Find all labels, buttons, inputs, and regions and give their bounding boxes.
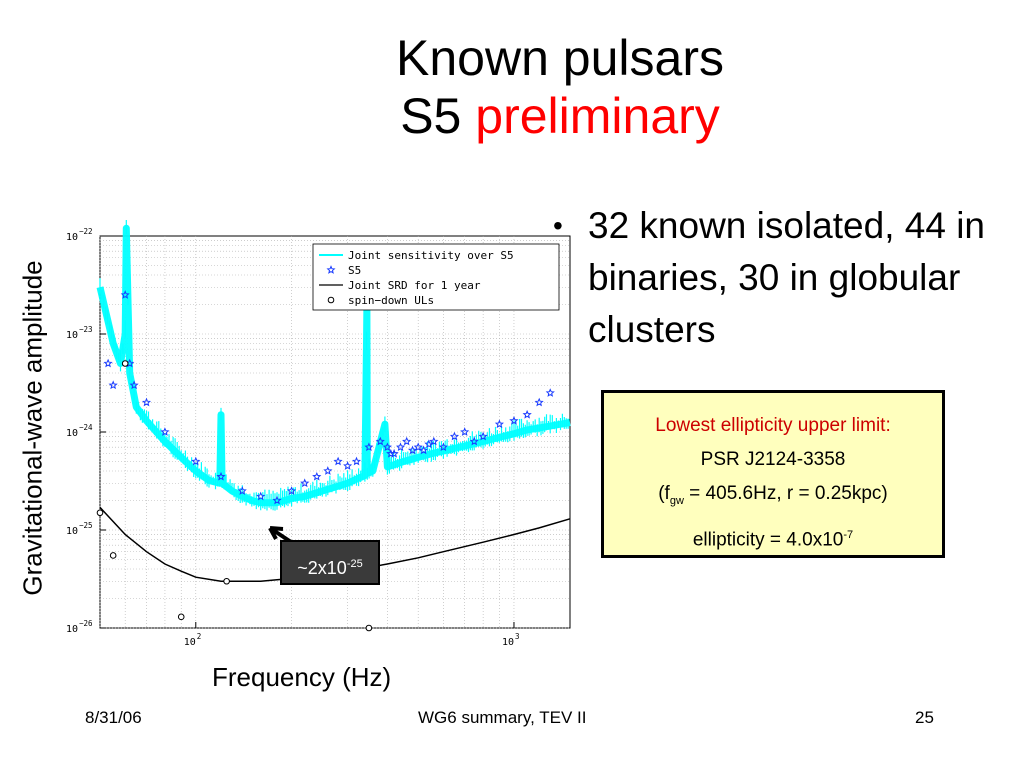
y-tick-exponent: −26 — [79, 619, 93, 628]
s5-point — [286, 486, 297, 495]
y-tick-exponent: −22 — [79, 227, 93, 236]
legend-entry-label: spin−down ULs — [348, 294, 434, 307]
s5-point — [160, 427, 170, 436]
legend-entry-label: Joint sensitivity over S5 — [348, 249, 514, 262]
spin-down-point — [109, 552, 117, 559]
box-ellipticity: ellipticity = 4.0x10-7 — [604, 518, 942, 557]
s5-point — [300, 478, 310, 488]
s5-point — [120, 290, 130, 299]
s5-point — [216, 471, 226, 481]
s5-point — [478, 431, 488, 441]
s5-point — [389, 448, 399, 458]
bullet-icon: • — [553, 210, 563, 241]
x-tick-label: 10 — [502, 637, 514, 648]
y-tick-exponent: −23 — [79, 325, 93, 334]
s5-point — [395, 442, 406, 452]
s5-point — [407, 445, 418, 455]
series-layer — [96, 220, 571, 632]
spin-down-point — [96, 509, 104, 517]
slide-subtitle: S5 preliminary — [0, 86, 1024, 146]
y-tick-exponent: −24 — [79, 423, 93, 432]
s5-point — [402, 436, 412, 446]
s5-point — [108, 380, 118, 390]
x-tick-exponent: 2 — [197, 632, 202, 641]
s5-point — [469, 436, 479, 446]
s5-point — [375, 436, 385, 446]
box-ellipticity-value: ellipticity = 4.0x10 — [692, 529, 844, 551]
s5-point — [343, 461, 353, 470]
spin-down-point — [365, 624, 373, 632]
s5-point — [438, 442, 448, 452]
spin-down-point — [121, 360, 129, 367]
legend-entry-label: Joint SRD for 1 year — [348, 279, 481, 292]
y-axis-label: Gravitational-wave amplitude — [17, 260, 48, 596]
s5-point — [237, 486, 247, 495]
s5-point — [141, 397, 152, 407]
bullet-text: 32 known isolated, 44 in binaries, 30 in… — [588, 205, 985, 350]
s5-point — [256, 491, 266, 501]
s5-point — [382, 442, 392, 452]
sensitivity-noise-band — [99, 220, 569, 511]
subtitle-prefix: S5 — [400, 88, 462, 144]
s5-point — [129, 380, 139, 390]
footer-page-number: 25 — [915, 708, 934, 727]
y-tick-exponent: −25 — [79, 521, 93, 530]
s5-point — [364, 442, 374, 452]
box-ellipticity-exp: -7 — [843, 528, 854, 541]
s5-point — [545, 388, 555, 397]
legend-entry-label: S5 — [348, 264, 361, 277]
s5-point — [103, 358, 113, 368]
s5-point — [424, 439, 434, 449]
x-tick-exponent: 3 — [515, 632, 520, 641]
box-pulsar-name: PSR J2124-3358 — [700, 449, 846, 470]
s5-point — [191, 456, 201, 466]
callout-value: ~2x10 — [297, 558, 347, 578]
s5-point — [312, 471, 322, 481]
callout-exp: -25 — [346, 558, 363, 570]
s5-point — [460, 427, 470, 436]
s5-point — [333, 456, 343, 466]
box-frequency-distance: (fgw = 405.6Hz, r = 0.25kpc) — [604, 477, 942, 518]
y-tick-label: 10 — [66, 526, 78, 537]
legend-star-icon — [326, 265, 336, 274]
box-f-rest: = 405.6Hz, r = 0.25kpc) — [683, 483, 888, 504]
s5-point — [522, 409, 532, 419]
y-tick-label: 10 — [66, 232, 78, 243]
s5-point — [534, 397, 544, 407]
chart-legend: Joint sensitivity over S5 S5 Joint SRD for… — [312, 243, 560, 311]
legend-circle-icon — [327, 296, 335, 304]
footer-center: WG6 summary, TEV II — [418, 708, 587, 727]
s5-point — [429, 436, 439, 446]
ellipticity-box: Lowest ellipticity upper limit: PSR J212… — [601, 390, 945, 558]
spin-down-point — [223, 577, 230, 585]
box-f-sub: gw — [669, 494, 684, 507]
box-heading: Lowest ellipticity upper limit: — [655, 415, 891, 436]
s5-point — [413, 442, 423, 452]
box-f-prefix: (f — [658, 483, 670, 504]
s5-point — [323, 466, 333, 475]
s5-point — [419, 445, 429, 455]
s5-point — [494, 419, 504, 429]
s5-point — [449, 431, 460, 441]
s5-point — [351, 456, 362, 466]
subtitle-preliminary: preliminary — [475, 88, 720, 144]
y-tick-label: 10 — [66, 428, 78, 439]
spin-down-point — [177, 613, 185, 621]
s5-point — [272, 495, 282, 505]
x-axis-label: Frequency (Hz) — [212, 662, 392, 692]
s5-point — [509, 415, 519, 425]
minimum-callout: ~2x10-25 — [280, 540, 380, 585]
footer-date: 8/31/06 — [85, 708, 142, 727]
y-tick-label: 10 — [66, 624, 78, 635]
x-tick-label: 10 — [184, 637, 196, 648]
y-tick-label: 10 — [66, 330, 78, 341]
legend-box — [312, 243, 560, 311]
slide-title: Known pulsars — [396, 30, 724, 86]
